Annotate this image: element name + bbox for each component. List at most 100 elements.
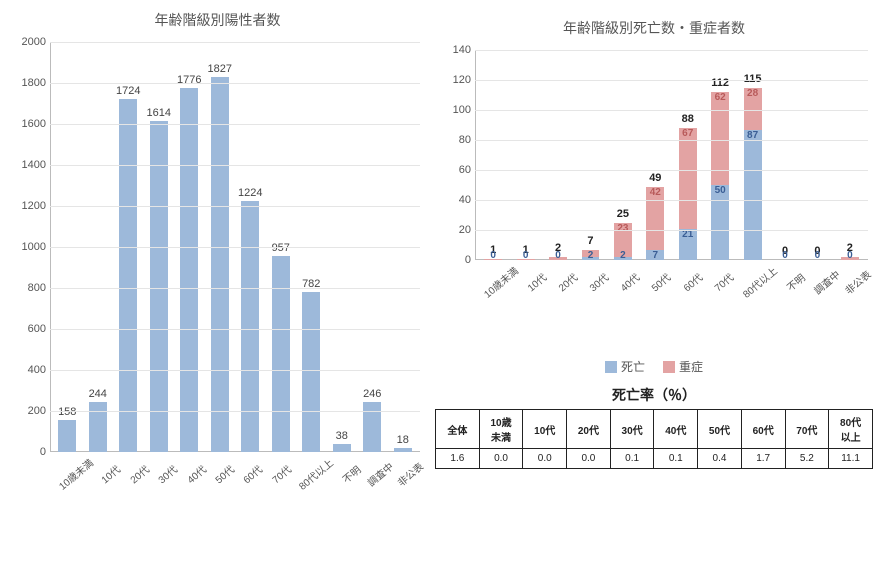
x-axis-label: 50代 xyxy=(208,459,239,489)
table-cell: 11.1 xyxy=(829,449,873,469)
table-cell: 0.0 xyxy=(523,449,567,469)
table-header-cell: 20代 xyxy=(567,410,611,449)
deaths-value-label: 0 xyxy=(834,250,866,261)
x-axis-label: 60代 xyxy=(237,459,268,489)
table-header-cell: 10歳未満 xyxy=(479,410,523,449)
gridline xyxy=(50,206,420,207)
x-axis-label: 80代以上 xyxy=(295,455,336,493)
x-axis-label: 80代以上 xyxy=(738,263,779,301)
x-axis-label: 非公表 xyxy=(394,458,427,489)
x-axis-label: 10歳未満 xyxy=(55,455,96,493)
severe-value-label: 28 xyxy=(736,88,768,99)
bar-value-label: 244 xyxy=(83,388,114,400)
stack-total-label: 25 xyxy=(607,208,639,220)
deaths-segment xyxy=(744,130,762,261)
table-cell: 0.4 xyxy=(698,449,742,469)
x-axis-label: 20代 xyxy=(123,459,154,489)
table-header-cell: 50代 xyxy=(698,410,742,449)
bar-value-label: 1776 xyxy=(174,74,205,86)
mortality-table: 全体10歳未満10代20代30代40代50代60代70代80代以上 1.60.0… xyxy=(435,409,873,469)
bar-value-label: 1724 xyxy=(113,85,144,97)
gridline xyxy=(475,80,868,81)
table-cell: 0.1 xyxy=(610,449,654,469)
bar-value-label: 1827 xyxy=(205,63,236,75)
deaths-value-label: 0 xyxy=(477,250,509,261)
stacked-bar-group: 20 xyxy=(834,50,866,260)
bar xyxy=(394,448,412,452)
x-axis-label: 40代 xyxy=(180,459,211,489)
gridline xyxy=(50,329,420,330)
deaths-value-label: 2 xyxy=(607,250,639,261)
x-axis-label: 不明 xyxy=(778,266,811,297)
gridline xyxy=(475,140,868,141)
y-tick: 400 xyxy=(28,364,46,376)
x-axis-label: 30代 xyxy=(151,459,182,489)
y-tick: 0 xyxy=(40,446,46,458)
y-tick: 100 xyxy=(453,104,471,116)
deaths-segment xyxy=(711,185,729,260)
right-chart-legend: 死亡 重症 xyxy=(435,358,873,375)
table-header-cell: 全体 xyxy=(436,410,480,449)
table-header-cell: 70代 xyxy=(785,410,829,449)
bar-value-label: 1614 xyxy=(144,107,175,119)
y-tick: 120 xyxy=(453,74,471,86)
bar-value-label: 1224 xyxy=(235,187,266,199)
y-tick: 1000 xyxy=(22,241,46,253)
gridline xyxy=(475,50,868,51)
x-axis-label: 調査中 xyxy=(810,266,843,297)
bar xyxy=(58,420,76,452)
x-axis-label: 10代 xyxy=(94,459,125,489)
x-axis-label: 40代 xyxy=(613,266,646,297)
x-axis-label: 60代 xyxy=(675,266,708,297)
table-header-cell: 60代 xyxy=(741,410,785,449)
bar xyxy=(211,77,229,452)
legend-severe-label: 重症 xyxy=(679,358,703,375)
x-axis-label: 70代 xyxy=(265,459,296,489)
gridline xyxy=(50,288,420,289)
y-tick: 1400 xyxy=(22,159,46,171)
gridline xyxy=(475,110,868,111)
y-tick: 2000 xyxy=(22,36,46,48)
bar xyxy=(302,292,320,452)
x-axis-label: 70代 xyxy=(706,266,739,297)
bar xyxy=(180,88,198,452)
legend-deaths-label: 死亡 xyxy=(621,358,645,375)
bar xyxy=(272,256,290,452)
stacked-bar-group: 886721 xyxy=(672,50,704,260)
legend-severe: 重症 xyxy=(663,358,703,375)
x-axis-label: 30代 xyxy=(582,266,615,297)
stack-total-label: 112 xyxy=(704,77,736,89)
left-chart-title: 年齢階級別陽性者数 xyxy=(10,10,425,30)
stack-total-label: 88 xyxy=(672,113,704,125)
severe-value-label: 62 xyxy=(704,92,736,103)
right-chart-title: 年齢階級別死亡数・重症者数 xyxy=(435,18,873,38)
stacked-bar-group: 20 xyxy=(542,50,574,260)
bar-value-label: 38 xyxy=(327,430,358,442)
severe-segment xyxy=(711,92,729,185)
y-tick: 80 xyxy=(459,134,471,146)
deaths-value-label: 0 xyxy=(769,250,801,261)
left-chart: 0200400600800100012001400160018002000 15… xyxy=(10,42,425,502)
gridline xyxy=(50,165,420,166)
severe-value-label: 67 xyxy=(672,128,704,139)
stacked-bar-group: 72 xyxy=(574,50,606,260)
deaths-value-label: 2 xyxy=(574,250,606,261)
y-tick: 140 xyxy=(453,44,471,56)
y-tick: 1800 xyxy=(22,77,46,89)
gridline xyxy=(475,230,868,231)
table-header-cell: 10代 xyxy=(523,410,567,449)
bar xyxy=(89,402,107,452)
stacked-bar-group: 10 xyxy=(477,50,509,260)
gridline xyxy=(50,83,420,84)
right-chart: 020406080100120140 101020722523249427886… xyxy=(435,50,873,310)
bar xyxy=(241,201,259,452)
legend-deaths: 死亡 xyxy=(605,358,645,375)
x-axis-label: 50代 xyxy=(644,266,677,297)
gridline xyxy=(50,411,420,412)
y-tick: 200 xyxy=(28,405,46,417)
deaths-value-label: 0 xyxy=(542,250,574,261)
bar xyxy=(150,121,168,452)
severe-segment xyxy=(679,128,697,229)
table-cell: 0.1 xyxy=(654,449,698,469)
table-header-cell: 30代 xyxy=(610,410,654,449)
